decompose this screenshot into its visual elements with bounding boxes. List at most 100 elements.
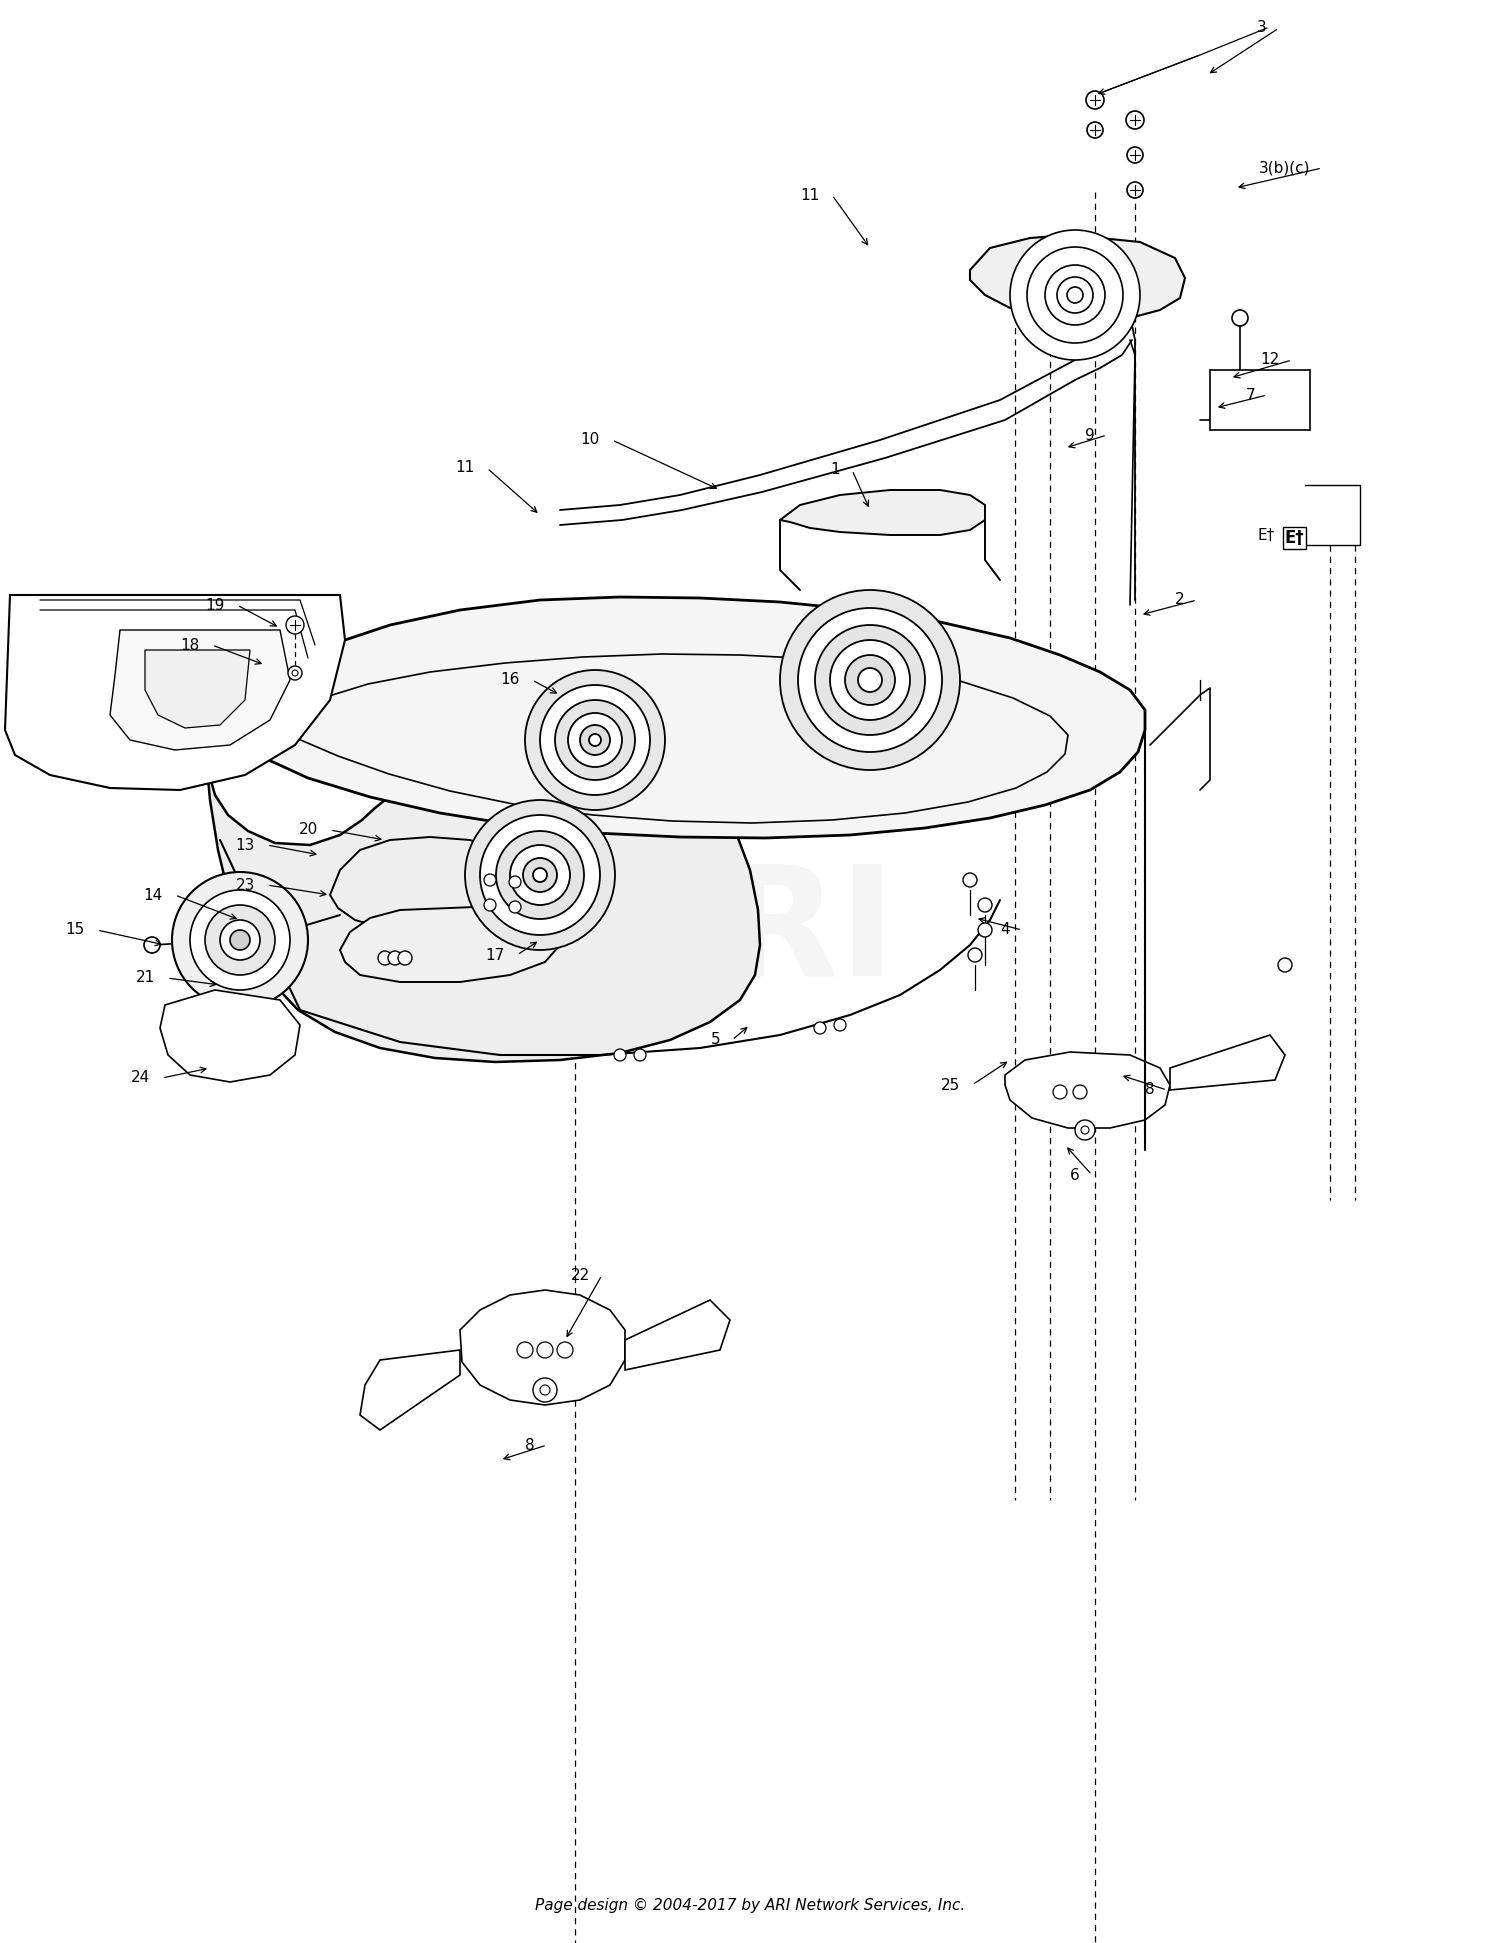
Text: 17: 17	[486, 948, 506, 962]
Circle shape	[968, 948, 982, 962]
Circle shape	[614, 1049, 626, 1061]
Circle shape	[556, 1343, 573, 1358]
Polygon shape	[206, 597, 1144, 837]
Circle shape	[230, 931, 251, 950]
Circle shape	[388, 950, 402, 966]
Text: 20: 20	[298, 822, 318, 837]
Circle shape	[1082, 1127, 1089, 1135]
Text: 16: 16	[501, 672, 520, 688]
Text: 6: 6	[1071, 1168, 1080, 1183]
Text: 14: 14	[144, 888, 164, 902]
Text: E†: E†	[1286, 528, 1305, 548]
Text: 7: 7	[1245, 387, 1256, 402]
Text: Page design © 2004-2017 by ARI Network Services, Inc.: Page design © 2004-2017 by ARI Network S…	[536, 1898, 964, 1914]
Polygon shape	[160, 991, 300, 1082]
Circle shape	[378, 950, 392, 966]
Circle shape	[465, 801, 615, 950]
Text: 21: 21	[135, 970, 154, 985]
Text: 13: 13	[236, 837, 255, 853]
Polygon shape	[780, 490, 986, 534]
Polygon shape	[1005, 1051, 1170, 1129]
Text: 15: 15	[66, 923, 86, 938]
Circle shape	[509, 902, 520, 913]
Text: 24: 24	[130, 1071, 150, 1086]
Circle shape	[1126, 148, 1143, 163]
Circle shape	[288, 666, 302, 680]
Text: 23: 23	[236, 878, 255, 892]
Text: 1: 1	[831, 462, 840, 478]
Circle shape	[172, 872, 308, 1008]
Circle shape	[1010, 229, 1140, 359]
Polygon shape	[146, 651, 250, 729]
Circle shape	[480, 814, 600, 935]
Circle shape	[532, 869, 548, 882]
Polygon shape	[232, 655, 1068, 824]
Polygon shape	[206, 740, 760, 1063]
Circle shape	[540, 686, 650, 795]
Circle shape	[634, 1049, 646, 1061]
Circle shape	[540, 1385, 550, 1395]
Circle shape	[844, 655, 895, 705]
Text: 3(b)(c): 3(b)(c)	[1258, 161, 1310, 175]
Circle shape	[484, 900, 496, 911]
Polygon shape	[330, 837, 514, 933]
Circle shape	[524, 859, 556, 892]
Circle shape	[1076, 1119, 1095, 1141]
Circle shape	[1028, 247, 1124, 344]
Circle shape	[484, 874, 496, 886]
Circle shape	[1058, 278, 1094, 313]
Circle shape	[286, 616, 304, 633]
Polygon shape	[1210, 369, 1310, 429]
Polygon shape	[970, 235, 1185, 321]
Circle shape	[532, 1378, 556, 1403]
Circle shape	[1278, 958, 1292, 972]
Circle shape	[1072, 1084, 1088, 1100]
Polygon shape	[110, 630, 290, 750]
Circle shape	[1086, 91, 1104, 109]
Circle shape	[220, 919, 260, 960]
Circle shape	[398, 950, 412, 966]
Circle shape	[1126, 183, 1143, 198]
Text: 18: 18	[180, 637, 200, 653]
Text: 12: 12	[1260, 352, 1280, 367]
Text: 2: 2	[1176, 593, 1185, 608]
Circle shape	[518, 1343, 532, 1358]
Text: 19: 19	[206, 598, 225, 612]
Circle shape	[1232, 311, 1248, 326]
Circle shape	[815, 1022, 827, 1034]
Circle shape	[978, 923, 992, 937]
Text: 5: 5	[711, 1032, 720, 1047]
Circle shape	[537, 1343, 554, 1358]
Circle shape	[496, 832, 584, 919]
Text: ARI: ARI	[603, 859, 897, 1006]
Circle shape	[555, 699, 634, 779]
Circle shape	[798, 608, 942, 752]
Circle shape	[830, 639, 910, 721]
Circle shape	[780, 591, 960, 769]
Circle shape	[858, 668, 882, 692]
Polygon shape	[460, 1290, 626, 1405]
Polygon shape	[1170, 1036, 1286, 1090]
Polygon shape	[360, 1350, 460, 1430]
Text: E†: E†	[1258, 527, 1275, 542]
Circle shape	[206, 905, 274, 975]
Circle shape	[1046, 264, 1106, 324]
Text: 11: 11	[801, 188, 820, 202]
Text: 25: 25	[940, 1078, 960, 1092]
Circle shape	[292, 670, 298, 676]
Text: 22: 22	[570, 1267, 590, 1282]
Circle shape	[1126, 111, 1144, 128]
Circle shape	[1066, 288, 1083, 303]
Circle shape	[509, 876, 520, 888]
Text: 4: 4	[1000, 923, 1010, 938]
Circle shape	[1088, 122, 1102, 138]
Polygon shape	[4, 595, 345, 791]
Text: 10: 10	[580, 433, 600, 447]
Circle shape	[1053, 1084, 1066, 1100]
Circle shape	[568, 713, 622, 767]
Text: 8: 8	[1146, 1082, 1155, 1098]
Text: 9: 9	[1084, 427, 1095, 443]
Circle shape	[834, 1018, 846, 1032]
Circle shape	[525, 670, 664, 810]
Circle shape	[815, 626, 926, 734]
